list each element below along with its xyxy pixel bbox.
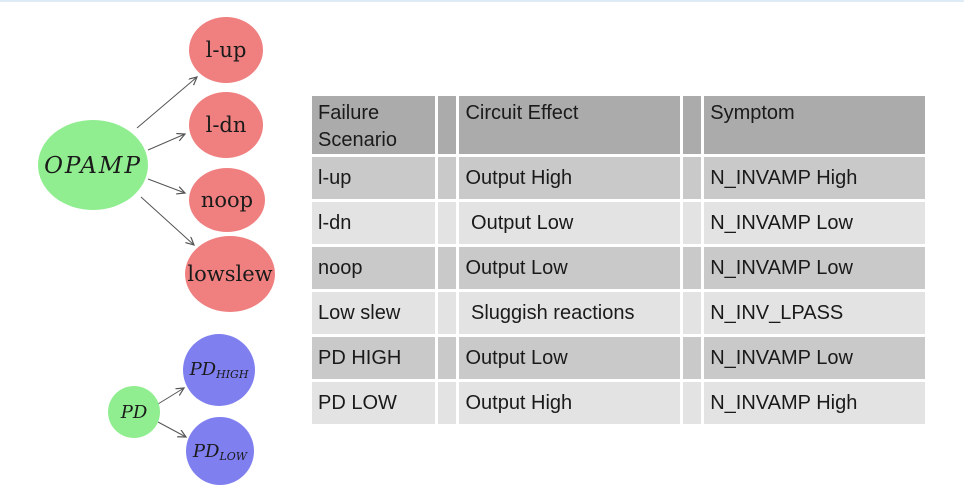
pd-high-ellipse (183, 334, 255, 406)
fault-label-noop: noop (201, 188, 253, 212)
cell-symptom: N_INVAMP Low (704, 247, 925, 289)
window-top-edge-line (0, 0, 964, 2)
spacer-cell (683, 157, 702, 199)
header-circuit-effect: Circuit Effect (459, 96, 681, 154)
edge-pd-low (157, 421, 186, 437)
edge-pd-high (157, 388, 184, 405)
opamp-ellipse (38, 120, 148, 210)
table-header-row: Failure Scenario Circuit Effect Symptom (312, 96, 925, 154)
cell-scenario: Low slew (312, 292, 436, 334)
opamp-tree-edges (136, 77, 197, 245)
cell-symptom: N_INVAMP High (704, 157, 925, 199)
edge-opamp-ldn (147, 134, 185, 151)
pd-low-label-sub: LOW (218, 450, 248, 463)
fault-ellipse-lowslew (185, 236, 275, 312)
cell-scenario: l-up (312, 157, 436, 199)
pd-high-node: PDHIGH (183, 334, 255, 406)
cell-symptom: N_INVAMP Low (704, 202, 925, 244)
fault-label-ldn: l-dn (206, 113, 247, 137)
fault-ellipse-lup (189, 17, 263, 83)
cell-scenario: l-dn (312, 202, 436, 244)
table-row: Low slew Sluggish reactions N_INV_LPASS (312, 292, 925, 334)
cell-symptom: N_INVAMP Low (704, 337, 925, 379)
spacer-cell (683, 382, 702, 424)
spacer-cell (683, 292, 702, 334)
cell-scenario: noop (312, 247, 436, 289)
cell-effect: Sluggish reactions (459, 292, 681, 334)
fault-node-ldn: l-dn (189, 92, 263, 158)
fault-ellipse-noop (189, 168, 265, 232)
cell-effect: Output High (459, 382, 681, 424)
spacer-cell (438, 292, 457, 334)
cell-symptom: N_INVAMP High (704, 382, 925, 424)
spacer-cell (438, 382, 457, 424)
spacer-cell (438, 157, 457, 199)
cell-scenario: PD HIGH (312, 337, 436, 379)
table-row: l-up Output High N_INVAMP High (312, 157, 925, 199)
spacer-cell (683, 202, 702, 244)
table-row: noop Output Low N_INVAMP Low (312, 247, 925, 289)
pd-high-label-main: PD (189, 359, 217, 380)
cell-symptom: N_INV_LPASS (704, 292, 925, 334)
fault-node-lowslew: lowslew (185, 236, 275, 312)
opamp-node: OPAMP (38, 120, 148, 210)
header-failure-scenario: Failure Scenario (312, 96, 436, 154)
edge-opamp-lowslew (140, 196, 194, 245)
header-spacer-cell (683, 96, 702, 154)
spacer-cell (683, 337, 702, 379)
pd-ellipse (108, 386, 160, 438)
table-row: PD LOW Output High N_INVAMP High (312, 382, 925, 424)
table-row: PD HIGH Output Low N_INVAMP Low (312, 337, 925, 379)
cell-effect: Output Low (459, 202, 681, 244)
fault-node-lup: l-up (189, 17, 263, 83)
pd-low-ellipse (186, 417, 254, 485)
pd-node: PD (108, 386, 160, 438)
spacer-cell (438, 202, 457, 244)
header-spacer-cell (438, 96, 457, 154)
spacer-cell (438, 247, 457, 289)
cell-effect: Output High (459, 157, 681, 199)
spacer-cell (438, 337, 457, 379)
fault-label-lowslew: lowslew (187, 262, 272, 286)
pd-low-label-main: PD (192, 441, 220, 462)
edge-opamp-noop (147, 178, 185, 193)
pd-tree-edges (157, 388, 186, 437)
spacer-cell (683, 247, 702, 289)
opamp-label: OPAMP (44, 153, 142, 179)
failure-scenario-table: Failure Scenario Circuit Effect Symptom … (309, 93, 928, 427)
cell-effect: Output Low (459, 247, 681, 289)
pd-low-label: PDLOW (192, 441, 249, 463)
cell-scenario: PD LOW (312, 382, 436, 424)
edge-opamp-lup (136, 77, 197, 129)
pd-high-label: PDHIGH (189, 359, 249, 381)
pd-low-node: PDLOW (186, 417, 254, 485)
header-symptom: Symptom (704, 96, 925, 154)
cell-effect: Output Low (459, 337, 681, 379)
fault-label-lup: l-up (206, 38, 247, 62)
fault-ellipse-ldn (189, 92, 263, 158)
pd-label: PD (120, 402, 148, 423)
fault-node-noop: noop (189, 168, 265, 232)
table-row: l-dn Output Low N_INVAMP Low (312, 202, 925, 244)
pd-high-label-sub: HIGH (215, 368, 249, 381)
